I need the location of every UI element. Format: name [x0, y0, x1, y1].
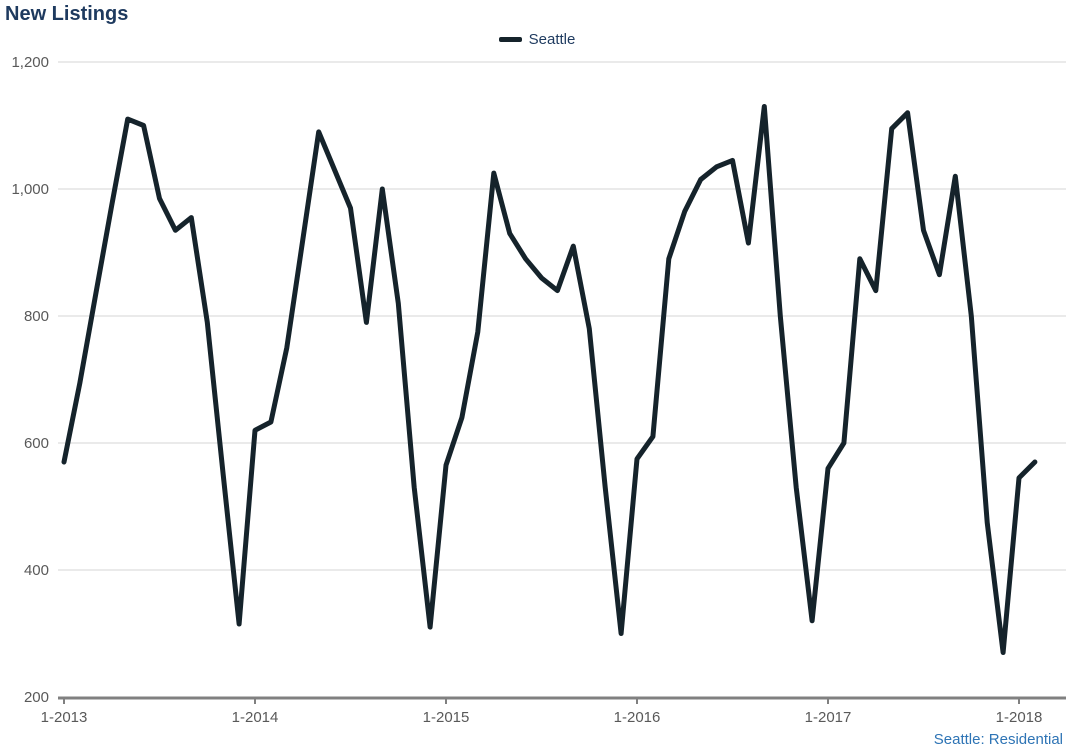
- seattle-series-line: [61, 104, 1038, 655]
- y-axis-tick-label: 200: [24, 689, 49, 706]
- y-axis-tick-label: 600: [24, 435, 49, 452]
- x-axis-tick-label: 1-2013: [41, 709, 88, 726]
- y-axis-tick-label: 1,000: [11, 181, 49, 198]
- source-note: Seattle: Residential: [933, 731, 1063, 748]
- chart-title: New Listings: [5, 3, 129, 25]
- x-axis-tick-label: 1-2018: [996, 709, 1043, 726]
- y-axis-tick-label: 800: [24, 308, 49, 325]
- x-axis-tick-label: 1-2014: [232, 709, 279, 726]
- x-axis-tick-label: 1-2015: [423, 709, 470, 726]
- y-axis-tick-label: 1,200: [11, 54, 49, 71]
- x-axis-tick-label: 1-2016: [614, 709, 661, 726]
- x-axis-tick-label: 1-2017: [805, 709, 852, 726]
- y-axis-tick-label: 400: [24, 562, 49, 579]
